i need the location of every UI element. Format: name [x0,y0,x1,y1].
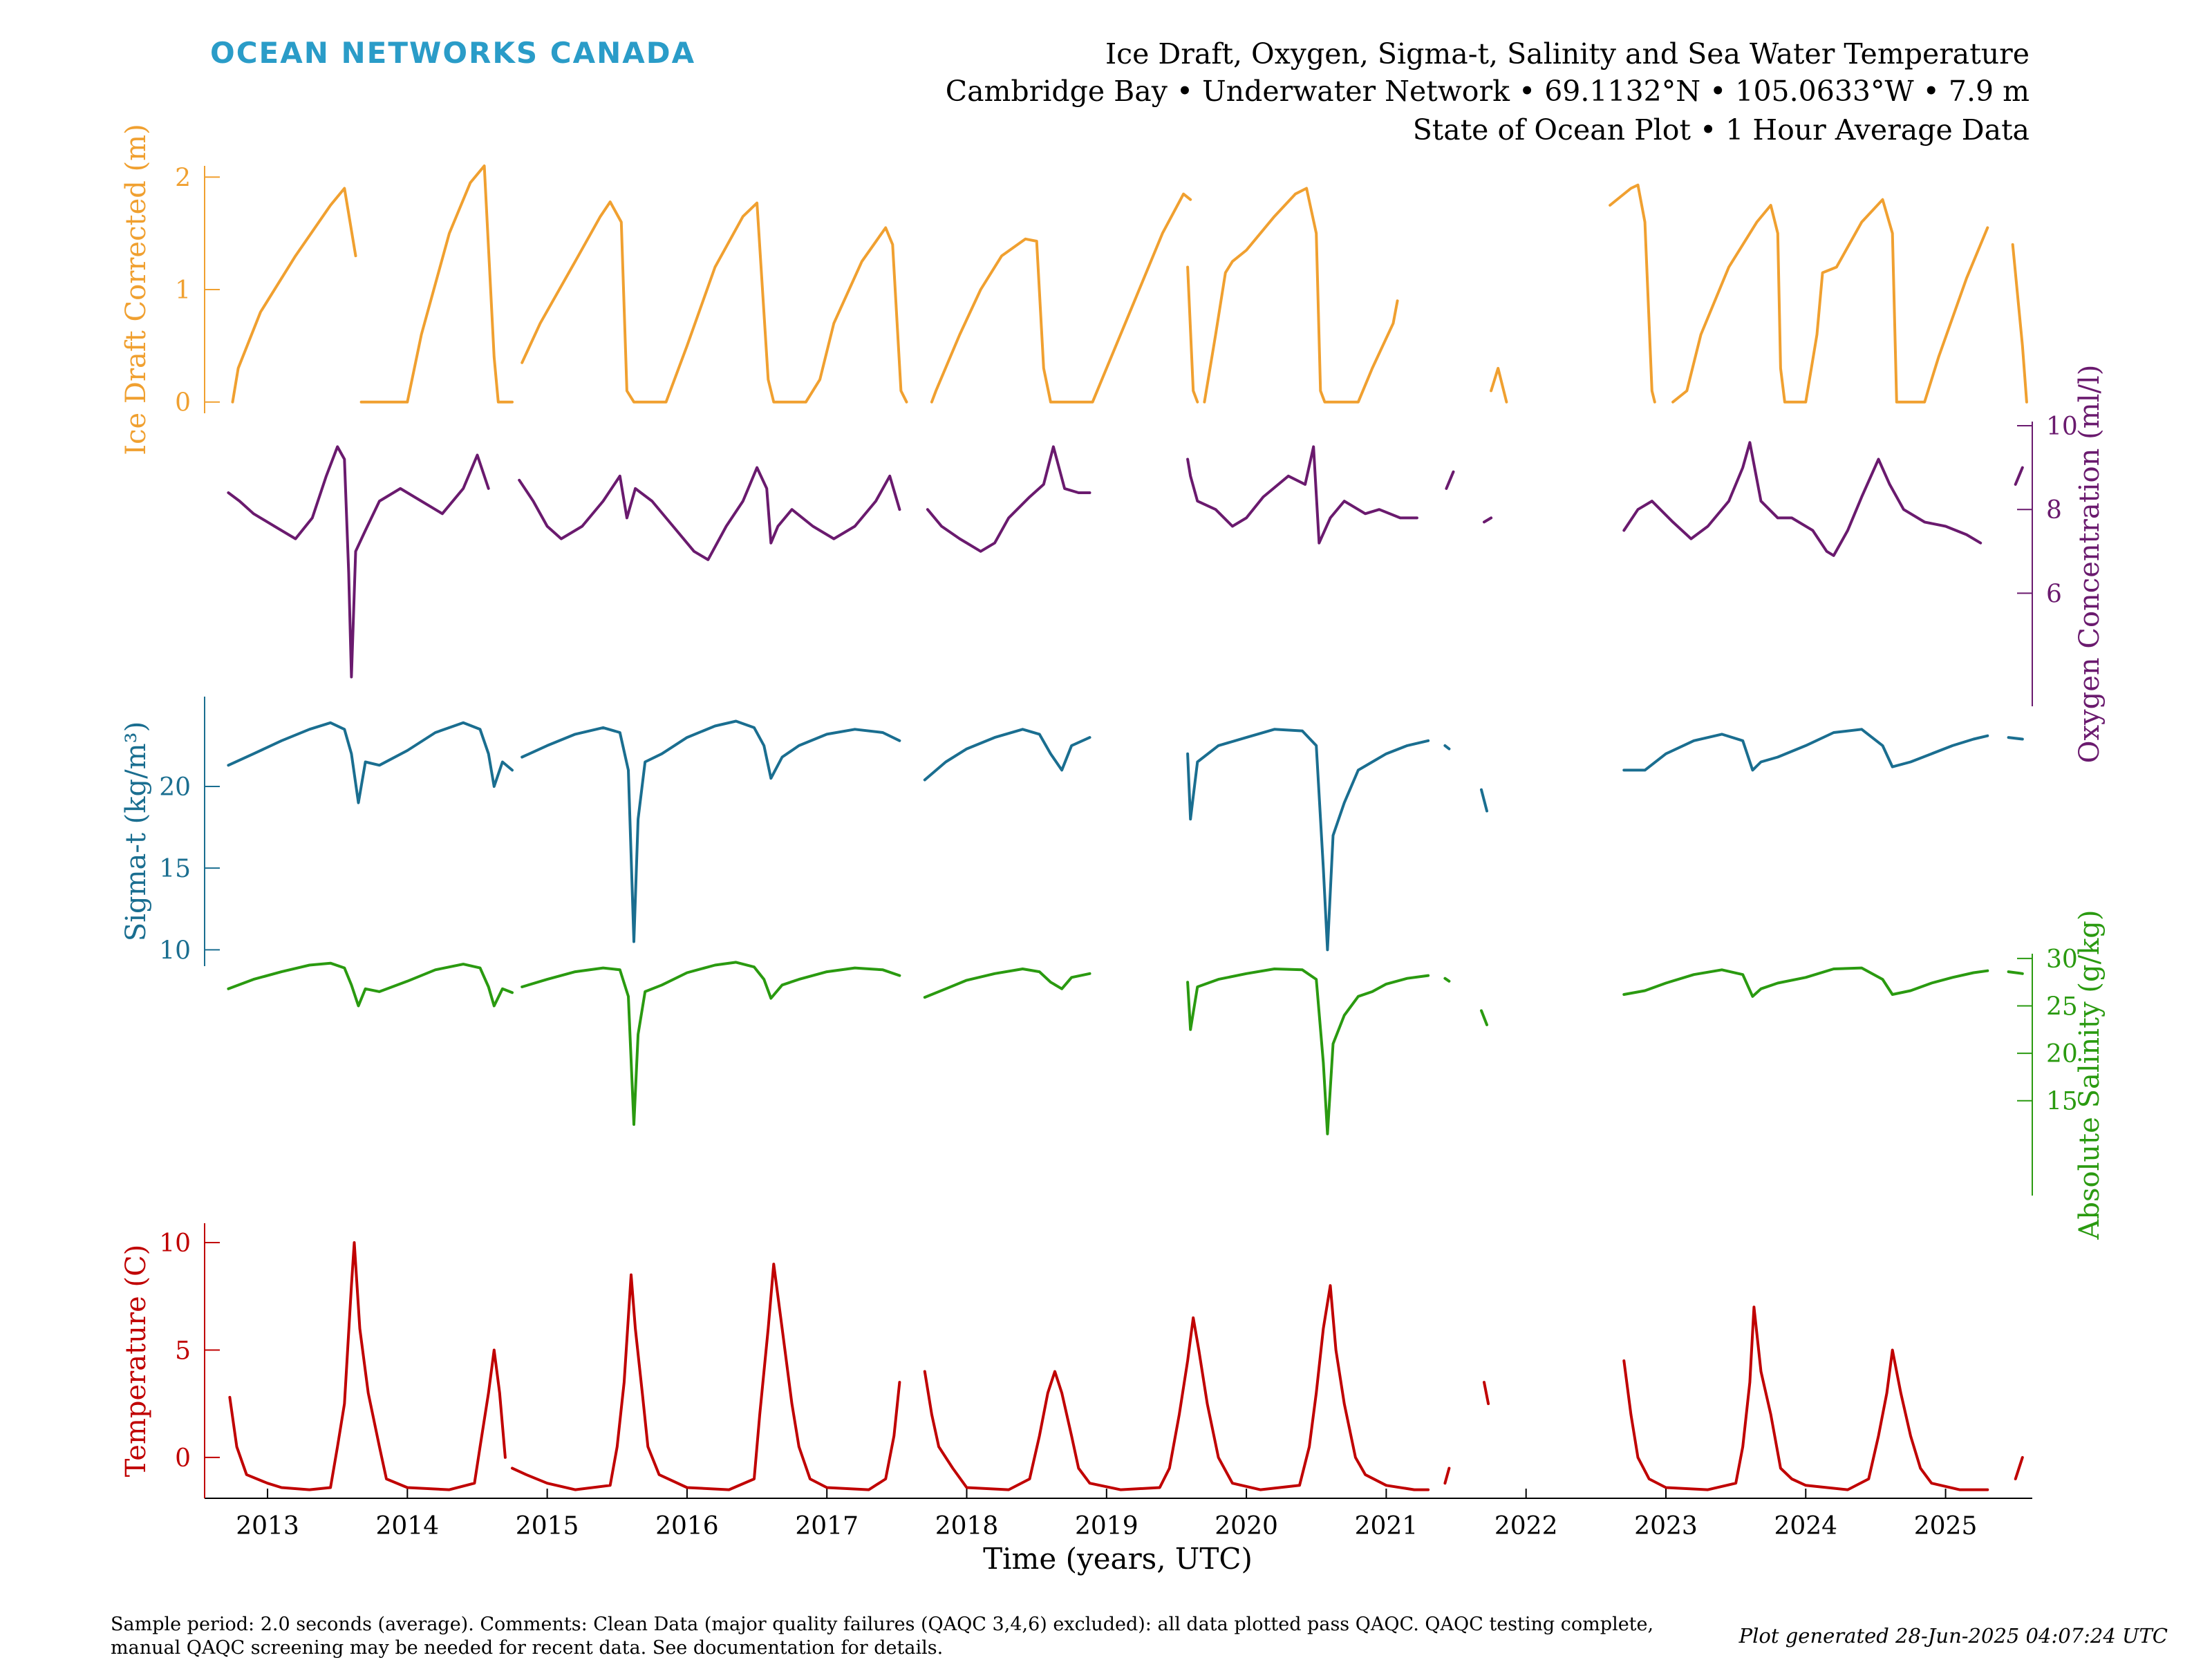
sigma-t-tick-label: 10 [159,936,191,965]
sigma-t-axis-label: Sigma-t (kg/m³) [120,721,152,941]
oxygen-concentration-axis-label: Oxygen Concentration (ml/l) [2074,365,2106,764]
oxygen-concentration-series-line [227,441,2024,679]
chart-title: Ice Draft, Oxygen, Sigma-t, Salinity and… [1105,37,2030,70]
chart-subtitle-plot-type: State of Ocean Plot • 1 Hour Average Dat… [1412,113,2030,147]
x-tick-label: 2013 [236,1512,299,1540]
temperature-axis-label: Temperature (C) [120,1245,152,1478]
absolute-salinity-tick-label: 20 [2046,1040,2078,1068]
x-tick-label: 2018 [935,1512,999,1540]
x-tick-label: 2014 [376,1512,440,1540]
ice-draft-corrected-series-line [231,164,2028,404]
plot-frame [204,166,2033,1499]
absolute-salinity-series-line [227,961,2024,1135]
ice-draft-corrected-tick-label: 0 [175,389,191,417]
absolute-salinity-tick-label: 25 [2046,992,2078,1021]
sigma-t-tick-label: 20 [159,773,191,802]
axes-layer: 2013 2014 2015 2016 2017 2018 2019 2020 2021 2022… [120,124,2106,1540]
series-layer [227,164,2028,1491]
x-tick-label: 2025 [1914,1512,1978,1540]
absolute-salinity-tick-label: 30 [2046,945,2078,974]
x-tick-label: 2016 [655,1512,719,1540]
oxygen-concentration-tick-label: 6 [2046,580,2062,608]
x-tick-label: 2015 [516,1512,579,1540]
ice-draft-corrected-tick-label: 2 [175,164,191,192]
footer-comments: Sample period: 2.0 seconds (average). Co… [111,1613,1770,1660]
oxygen-concentration-tick-label: 8 [2046,496,2062,525]
x-tick-label: 2022 [1494,1512,1558,1540]
plot-generated-timestamp: Plot generated 28-Jun-2025 04:07:24 UTC [1738,1624,2168,1648]
sigma-t-tick-label: 15 [159,855,191,883]
ice-draft-corrected-axis-label: Ice Draft Corrected (m) [120,124,152,455]
x-tick-label: 2020 [1215,1512,1278,1540]
footer-comment-line-1: Sample period: 2.0 seconds (average). Co… [111,1614,1654,1635]
ice-draft-corrected-tick-label: 1 [175,276,191,305]
oxygen-concentration-tick-label: 10 [2046,413,2078,441]
sigma-t-series-line [227,719,2024,952]
x-axis-label: Time (years, UTC) [983,1542,1253,1576]
footer-comment-line-2: manual QAQC screening may be needed for … [111,1637,944,1659]
absolute-salinity-tick-label: 15 [2046,1088,2078,1116]
x-tick-label: 2023 [1634,1512,1698,1540]
temperature-series-line [228,1241,2024,1491]
absolute-salinity-axis-label: Absolute Salinity (g/kg) [2074,909,2106,1240]
x-tick-label: 2024 [1774,1512,1837,1540]
x-tick-label: 2019 [1075,1512,1138,1540]
onc-logo: OCEAN NETWORKS CANADA [210,36,696,70]
x-tick-label: 2021 [1355,1512,1418,1540]
temperature-tick-label: 0 [175,1444,191,1473]
temperature-tick-label: 5 [175,1337,191,1365]
temperature-tick-label: 10 [159,1229,191,1258]
chart-subtitle-location: Cambridge Bay • Underwater Network • 69.… [945,75,2030,108]
x-tick-label: 2017 [795,1512,859,1540]
